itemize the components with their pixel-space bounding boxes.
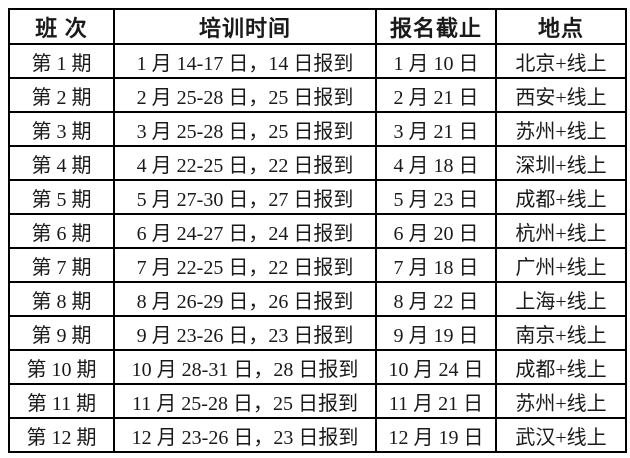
table-row: 第 10 期 10 月 28-31 日，28 日报到 10 月 24 日 成都+… xyxy=(8,349,627,385)
session-cell: 第 4 期 xyxy=(8,145,115,181)
location-cell: 上海+线上 xyxy=(495,281,627,317)
session-cell: 第 1 期 xyxy=(8,43,115,79)
table-header: 班 次 培训时间 报名截止 地点 xyxy=(8,8,627,45)
table-row: 第 12 期 12 月 23-26 日，23 日报到 12 月 19 日 武汉+… xyxy=(8,417,627,453)
location-cell: 北京+线上 xyxy=(495,43,627,79)
session-cell: 第 2 期 xyxy=(8,77,115,113)
session-cell: 第 12 期 xyxy=(8,417,115,453)
time-cell: 8 月 26-29 日，26 日报到 xyxy=(113,281,377,317)
header-session: 班 次 xyxy=(8,8,115,45)
table-row: 第 11 期 11 月 25-28 日，25 日报到 11 月 21 日 苏州+… xyxy=(8,383,627,419)
session-cell: 第 3 期 xyxy=(8,111,115,147)
table-row: 第 1 期 1 月 14-17 日，14 日报到 1 月 10 日 北京+线上 xyxy=(8,43,627,79)
location-cell: 西安+线上 xyxy=(495,77,627,113)
training-schedule-table: 班 次 培训时间 报名截止 地点 第 1 期 1 月 14-17 日，14 日报… xyxy=(8,8,627,453)
time-cell: 6 月 24-27 日，24 日报到 xyxy=(113,213,377,249)
location-cell: 广州+线上 xyxy=(495,247,627,283)
deadline-cell: 9 月 19 日 xyxy=(375,315,497,351)
session-cell: 第 7 期 xyxy=(8,247,115,283)
deadline-cell: 6 月 20 日 xyxy=(375,213,497,249)
deadline-cell: 5 月 23 日 xyxy=(375,179,497,215)
location-cell: 杭州+线上 xyxy=(495,213,627,249)
deadline-cell: 1 月 10 日 xyxy=(375,43,497,79)
time-cell: 4 月 22-25 日，22 日报到 xyxy=(113,145,377,181)
time-cell: 12 月 23-26 日，23 日报到 xyxy=(113,417,377,453)
table-row: 第 4 期 4 月 22-25 日，22 日报到 4 月 18 日 深圳+线上 xyxy=(8,145,627,181)
location-cell: 苏州+线上 xyxy=(495,383,627,419)
location-cell: 南京+线上 xyxy=(495,315,627,351)
table-row: 第 9 期 9 月 23-26 日，23 日报到 9 月 19 日 南京+线上 xyxy=(8,315,627,351)
session-cell: 第 9 期 xyxy=(8,315,115,351)
table-row: 第 7 期 7 月 22-25 日，22 日报到 7 月 18 日 广州+线上 xyxy=(8,247,627,283)
deadline-cell: 4 月 18 日 xyxy=(375,145,497,181)
time-cell: 10 月 28-31 日，28 日报到 xyxy=(113,349,377,385)
time-cell: 9 月 23-26 日，23 日报到 xyxy=(113,315,377,351)
table-row: 第 8 期 8 月 26-29 日，26 日报到 8 月 22 日 上海+线上 xyxy=(8,281,627,317)
time-cell: 2 月 25-28 日，25 日报到 xyxy=(113,77,377,113)
training-schedule-sheet: 班 次 培训时间 报名截止 地点 第 1 期 1 月 14-17 日，14 日报… xyxy=(8,8,627,453)
location-cell: 成都+线上 xyxy=(495,349,627,385)
table-row: 第 2 期 2 月 25-28 日，25 日报到 2 月 21 日 西安+线上 xyxy=(8,77,627,113)
header-deadline: 报名截止 xyxy=(375,8,497,45)
deadline-cell: 11 月 21 日 xyxy=(375,383,497,419)
header-training-time: 培训时间 xyxy=(113,8,377,45)
session-cell: 第 11 期 xyxy=(8,383,115,419)
session-cell: 第 8 期 xyxy=(8,281,115,317)
location-cell: 深圳+线上 xyxy=(495,145,627,181)
table-row: 第 3 期 3 月 25-28 日，25 日报到 3 月 21 日 苏州+线上 xyxy=(8,111,627,147)
session-cell: 第 6 期 xyxy=(8,213,115,249)
session-cell: 第 10 期 xyxy=(8,349,115,385)
deadline-cell: 7 月 18 日 xyxy=(375,247,497,283)
deadline-cell: 10 月 24 日 xyxy=(375,349,497,385)
time-cell: 7 月 22-25 日，22 日报到 xyxy=(113,247,377,283)
time-cell: 3 月 25-28 日，25 日报到 xyxy=(113,111,377,147)
time-cell: 5 月 27-30 日，27 日报到 xyxy=(113,179,377,215)
deadline-cell: 12 月 19 日 xyxy=(375,417,497,453)
header-location: 地点 xyxy=(495,8,627,45)
deadline-cell: 3 月 21 日 xyxy=(375,111,497,147)
location-cell: 苏州+线上 xyxy=(495,111,627,147)
session-cell: 第 5 期 xyxy=(8,179,115,215)
location-cell: 武汉+线上 xyxy=(495,417,627,453)
time-cell: 11 月 25-28 日，25 日报到 xyxy=(113,383,377,419)
location-cell: 成都+线上 xyxy=(495,179,627,215)
table-row: 第 5 期 5 月 27-30 日，27 日报到 5 月 23 日 成都+线上 xyxy=(8,179,627,215)
deadline-cell: 8 月 22 日 xyxy=(375,281,497,317)
deadline-cell: 2 月 21 日 xyxy=(375,77,497,113)
header-row: 班 次 培训时间 报名截止 地点 xyxy=(8,8,627,45)
table-row: 第 6 期 6 月 24-27 日，24 日报到 6 月 20 日 杭州+线上 xyxy=(8,213,627,249)
table-body: 第 1 期 1 月 14-17 日，14 日报到 1 月 10 日 北京+线上 … xyxy=(8,43,627,453)
time-cell: 1 月 14-17 日，14 日报到 xyxy=(113,43,377,79)
